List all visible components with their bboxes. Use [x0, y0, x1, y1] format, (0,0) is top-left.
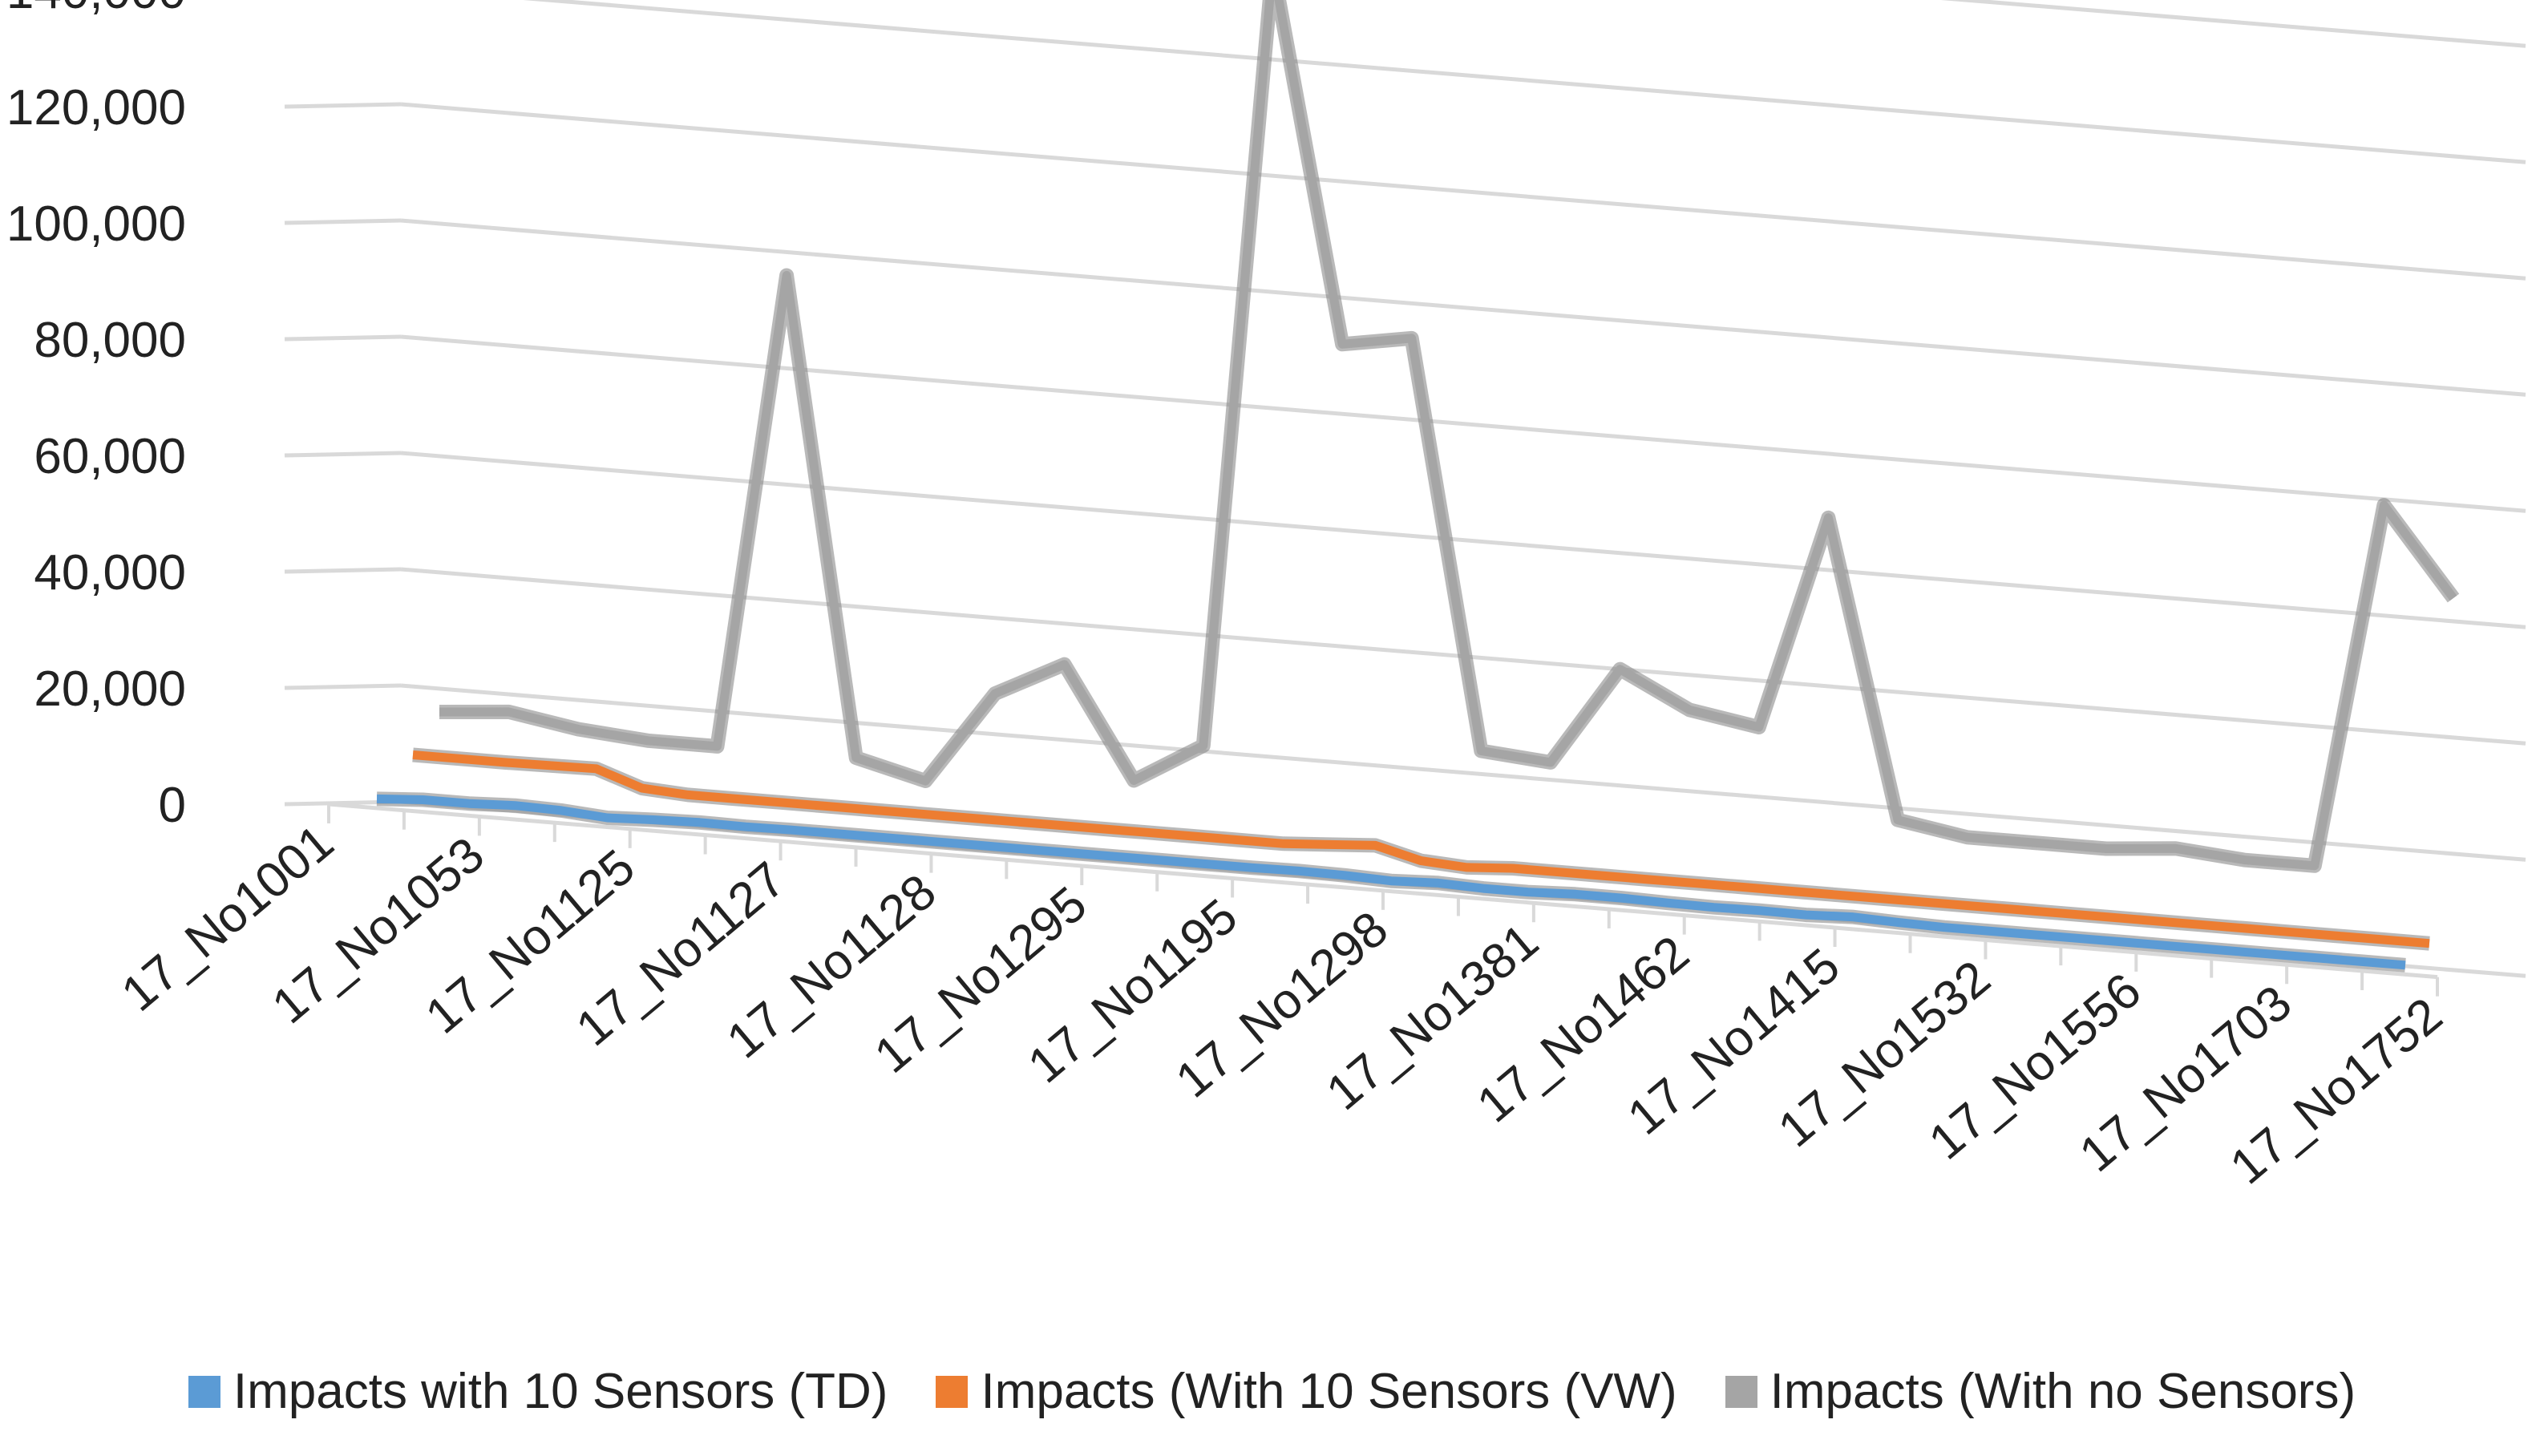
legend-item-vw[interactable]: Impacts (With 10 Sensors (VW) — [936, 1363, 1677, 1420]
series-lines — [376, 0, 2460, 973]
series-2 — [439, 0, 2460, 873]
gridline — [400, 451, 2526, 629]
y-tick-label: 120,000 — [6, 80, 186, 135]
gridline — [400, 334, 2526, 513]
gridline-side — [284, 683, 402, 690]
series-line — [376, 794, 2406, 970]
legend-label-vw: Impacts (With 10 Sensors (VW) — [981, 1364, 1677, 1419]
series-line — [439, 0, 2457, 871]
y-tick-label: 0 — [159, 778, 186, 833]
gridline-side — [284, 567, 402, 574]
gridline — [400, 102, 2526, 281]
y-tick-label: 60,000 — [34, 429, 186, 484]
gridline — [1940, 0, 2526, 48]
legend-item-td[interactable]: Impacts with 10 Sensors (TD) — [188, 1363, 888, 1420]
y-tick-label: 140,000 — [6, 0, 186, 19]
gridline-side — [284, 102, 402, 109]
y-tick-label: 100,000 — [6, 196, 186, 252]
y-tick-label: 20,000 — [34, 661, 186, 717]
gridline-side — [284, 218, 402, 225]
gridline — [400, 683, 2526, 862]
legend-swatch-td — [188, 1375, 220, 1408]
y-tick-label: 80,000 — [34, 313, 186, 368]
legend: Impacts with 10 Sensors (TD) Impacts (Wi… — [0, 1363, 2544, 1420]
legend-swatch-none — [1725, 1375, 1757, 1408]
series-1 — [412, 747, 2430, 951]
legend-item-none[interactable]: Impacts (With no Sensors) — [1725, 1363, 2356, 1420]
y-axis-ticks: 0 20,000 40,000 60,000 80,000 100,000 120,000 1… — [6, 0, 186, 833]
gridline-side — [284, 334, 402, 342]
y-tick-label: 40,000 — [34, 545, 186, 601]
legend-swatch-vw — [936, 1375, 969, 1408]
series-0 — [376, 791, 2406, 973]
gridline-side — [284, 451, 402, 458]
gridline — [400, 218, 2526, 397]
gridline — [523, 0, 2526, 164]
legend-label-none: Impacts (With no Sensors) — [1769, 1364, 2356, 1419]
legend-label-td: Impacts with 10 Sensors (TD) — [233, 1364, 888, 1419]
series-line — [412, 750, 2430, 948]
